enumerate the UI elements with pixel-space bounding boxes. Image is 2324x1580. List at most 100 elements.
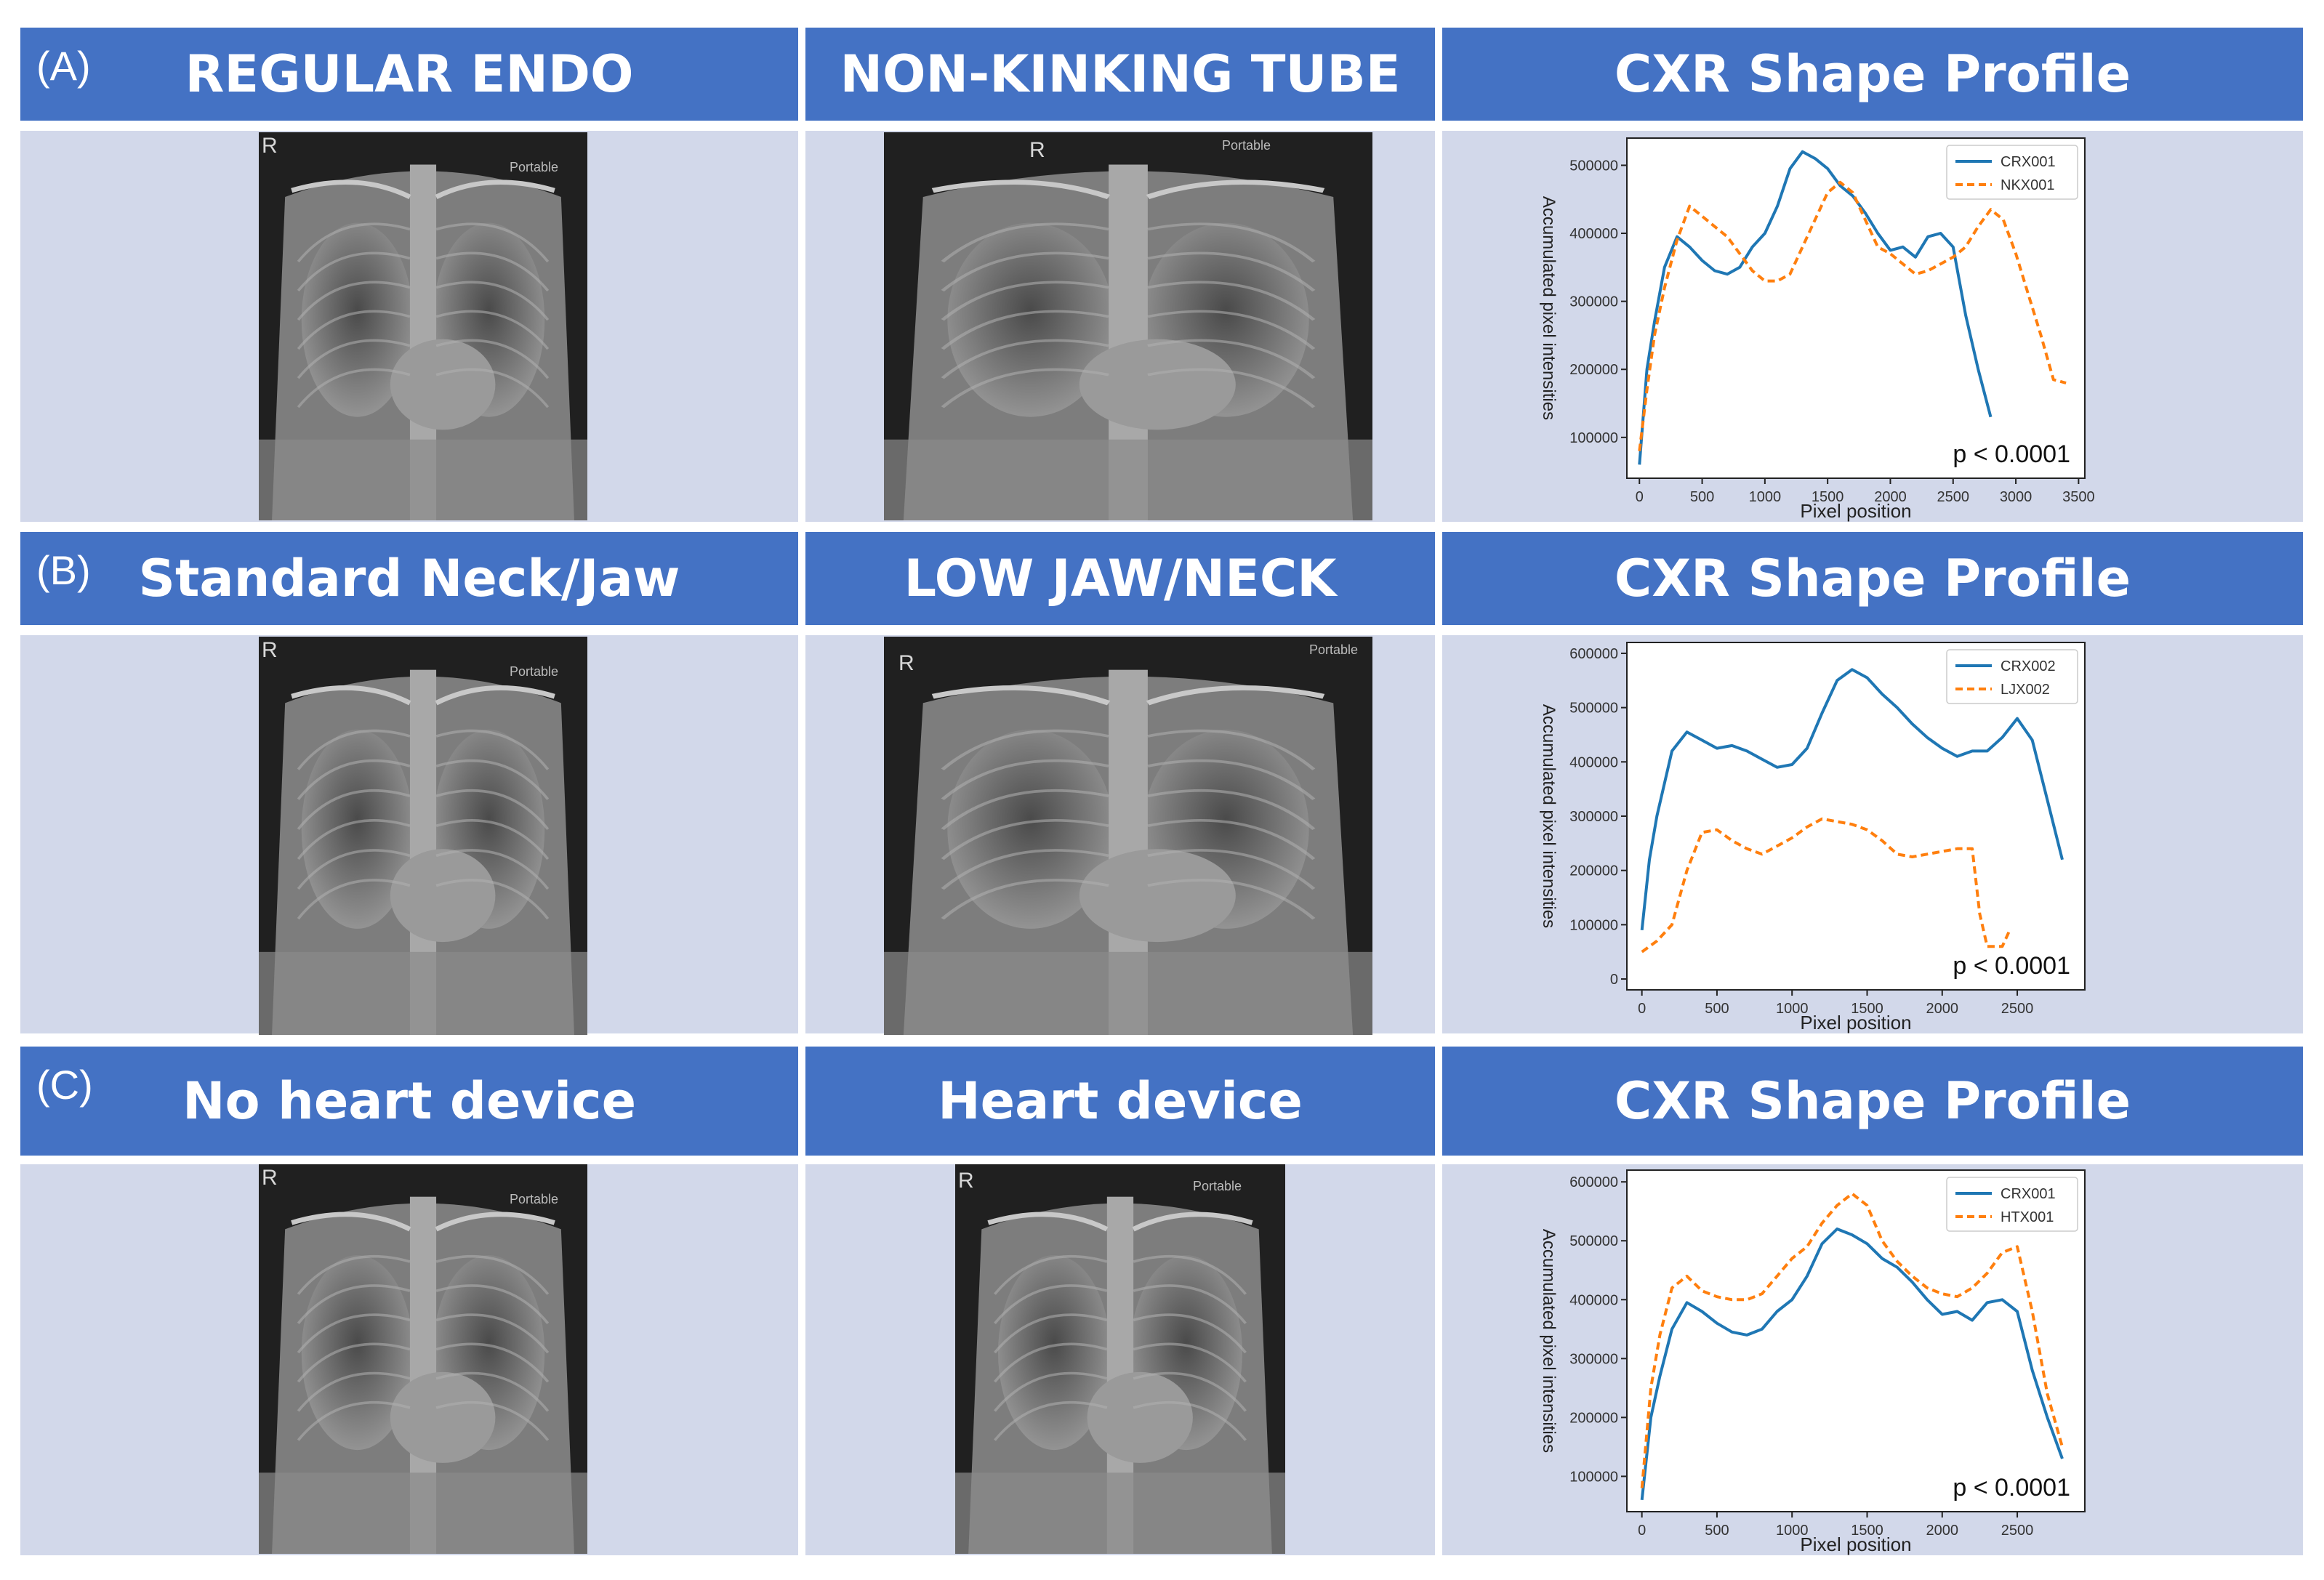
xray-rib [1147, 819, 1316, 860]
xray-marker: R [262, 1166, 278, 1190]
series-line-crx002 [1640, 668, 2064, 931]
xray-rib [297, 310, 411, 350]
xray-rib [941, 789, 1109, 831]
xray-rib [435, 849, 550, 890]
xray-clavicle [291, 685, 411, 706]
xray-rib [297, 879, 411, 920]
x-tick-label: 500 [1705, 1001, 1729, 1017]
left-lung [998, 1255, 1111, 1451]
y-axis-label: Accumulated pixel intensities [1539, 196, 1559, 420]
xray-clavicle [435, 1212, 555, 1232]
y-tick-label: 400000 [1569, 754, 1618, 770]
x-tick-label: 0 [1636, 489, 1644, 505]
xray-rib [435, 729, 550, 770]
xray-rib [994, 1371, 1108, 1412]
xray-rib [297, 1400, 411, 1441]
xray-rib [297, 1342, 411, 1383]
xray-image-a-mid: R Portable [884, 132, 1372, 520]
row-b-mid-title: LOW JAW/NECK [904, 549, 1337, 608]
left-lung [301, 1255, 414, 1451]
xray-rib [297, 281, 411, 321]
x-tick-label: 2000 [1926, 1523, 1959, 1539]
legend-label: CRX001 [2001, 1186, 2056, 1202]
row-c-mid-header: Heart device [805, 1047, 1435, 1156]
xray-rib [297, 368, 411, 408]
xray-rib [1147, 339, 1316, 379]
xray-clavicle [435, 685, 555, 706]
xray-rib [1133, 1313, 1247, 1354]
xray-abdomen [259, 439, 587, 520]
x-tick-label: 1500 [1851, 1001, 1883, 1017]
y-tick-label: 400000 [1569, 226, 1618, 242]
xray-rib [1147, 310, 1316, 350]
xray-note: Portable [509, 664, 558, 679]
shape-profile-chart-a: 0 500 1000 1500 2000 2500 3000 3500 100000 200000… [1518, 131, 2158, 522]
xray-note: Portable [1221, 138, 1271, 153]
xray-rib [297, 339, 411, 379]
series-line-htx001 [1640, 1192, 2064, 1488]
xray-rib [435, 1254, 550, 1295]
xray-abdomen [259, 1472, 587, 1554]
y-axis-label: Accumulated pixel intensities [1539, 704, 1559, 928]
xray-rib [1147, 281, 1316, 321]
xray-note: Portable [1308, 642, 1358, 657]
xray-rib [297, 729, 411, 770]
xray-rib [435, 819, 550, 860]
row-a-left-header: (A) REGULAR ENDO [20, 28, 798, 121]
xray-rib [941, 281, 1109, 321]
xray-rib [1147, 759, 1316, 800]
y-tick-label: 600000 [1569, 646, 1618, 662]
xray-image-c-mid: R Portable [955, 1164, 1285, 1554]
xray-rib [994, 1284, 1108, 1324]
xray-clavicle [931, 180, 1111, 199]
xray-rib [297, 1254, 411, 1295]
xray-rib [941, 251, 1109, 292]
x-axis-label: Pixel position [1800, 500, 1911, 522]
xray-rib [435, 789, 550, 831]
x-tick-label: 0 [1638, 1001, 1646, 1017]
xray-rib [1147, 849, 1316, 890]
y-tick-label: 100000 [1569, 430, 1618, 446]
xray-rib [435, 368, 550, 408]
x-tick-label: 500 [1705, 1523, 1729, 1539]
xray-clavicle [291, 1212, 411, 1232]
xray-rib [1147, 368, 1316, 408]
y-tick-label: 400000 [1569, 1292, 1618, 1308]
xray-rib [1147, 789, 1316, 831]
xray-rib [297, 849, 411, 890]
xray-note: Portable [1192, 1179, 1242, 1193]
xray-clavicle [1146, 180, 1325, 199]
xray-rib [297, 1313, 411, 1354]
shape-profile-chart-c: 0 500 1000 1500 2000 2500 100000 200000 300000 40… [1518, 1163, 2158, 1555]
xray-rib [435, 1284, 550, 1324]
xray-heart [1079, 849, 1236, 943]
xray-rib [435, 879, 550, 920]
xray-rib [941, 368, 1109, 408]
x-tick-label: 0 [1638, 1523, 1646, 1539]
xray-abdomen [259, 951, 587, 1035]
xray-rib [435, 339, 550, 379]
x-tick-label: 1500 [1812, 489, 1844, 505]
left-lung [947, 729, 1114, 929]
row-c-right-title: CXR Shape Profile [1614, 1071, 2131, 1131]
row-c-tag: (C) [36, 1062, 93, 1108]
y-tick-label: 500000 [1569, 701, 1618, 717]
xray-clavicle [1132, 1212, 1253, 1232]
y-tick-label: 100000 [1569, 917, 1618, 933]
row-c-right-header: CXR Shape Profile [1442, 1047, 2303, 1156]
xray-marker: R [262, 134, 278, 158]
y-tick-label: 300000 [1569, 294, 1618, 310]
xray-abdomen [884, 951, 1372, 1035]
xray-rib [297, 759, 411, 800]
p-value-annotation: p < 0.0001 [1953, 1474, 2070, 1502]
row-c-left-title: No heart device [182, 1071, 637, 1131]
xray-rib [941, 310, 1109, 350]
y-tick-label: 500000 [1569, 158, 1618, 174]
row-c-left-header: (C) No heart device [20, 1047, 798, 1156]
series-line-crx001 [1640, 1228, 2064, 1501]
xray-image-a-left: R Portable [259, 132, 587, 520]
xray-rib [297, 251, 411, 292]
p-value-annotation: p < 0.0001 [1953, 952, 2070, 980]
xray-rib [1147, 879, 1316, 920]
xray-rib [435, 310, 550, 350]
